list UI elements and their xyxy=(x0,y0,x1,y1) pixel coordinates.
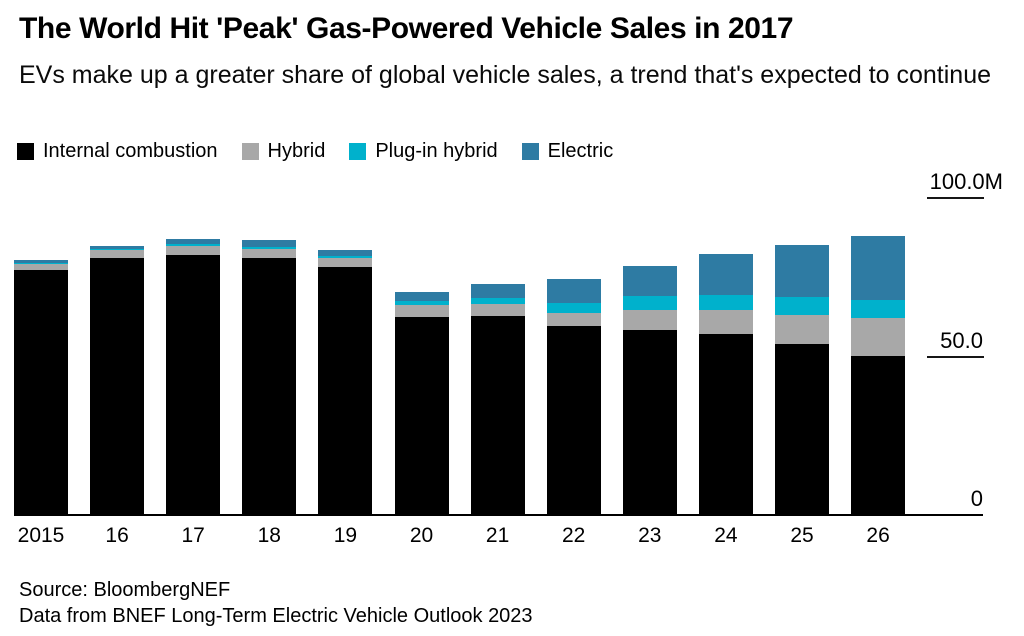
bar-segment-electric xyxy=(242,240,297,247)
bar-segment-plug-in-hybrid xyxy=(546,303,601,313)
bar-segment-electric xyxy=(546,278,601,304)
bar-segment-plug-in-hybrid xyxy=(90,248,145,251)
bar-18 xyxy=(242,240,297,516)
x-axis-label-16: 16 xyxy=(105,524,129,547)
bar-segment-hybrid xyxy=(394,304,449,317)
bar-segment-electric xyxy=(470,284,525,299)
legend-item-electric: Electric xyxy=(521,140,614,163)
legend-swatch xyxy=(349,143,367,160)
bar-26 xyxy=(851,236,906,516)
legend-item-internal-combustion: Internal combustion xyxy=(17,140,218,163)
legend-label: Internal combustion xyxy=(43,140,218,162)
bar-segment-internal-combustion xyxy=(242,257,297,516)
y-axis-tick xyxy=(927,355,984,358)
y-axis-label-100: 100.0M xyxy=(929,169,1003,194)
bar-segment-electric xyxy=(14,260,68,263)
bar-segment-plug-in-hybrid xyxy=(698,294,753,311)
source-line-2: Data from BNEF Long-Term Electric Vehicl… xyxy=(19,605,533,627)
bar-segment-plug-in-hybrid xyxy=(14,262,68,264)
bar-segment-hybrid xyxy=(546,312,601,327)
x-axis-label-23: 23 xyxy=(638,524,662,547)
bar-24 xyxy=(698,253,753,516)
source-note: Source: BloombergNEF Data from BNEF Long… xyxy=(19,577,533,629)
bar-23 xyxy=(622,265,677,516)
x-axis-label-2015: 2015 xyxy=(17,524,65,547)
x-axis-label-22: 22 xyxy=(562,524,586,547)
bar-segment-electric xyxy=(394,291,449,302)
y-axis-label-0: 0 xyxy=(970,486,983,511)
bar-22 xyxy=(546,278,601,516)
bar-segment-electric xyxy=(90,245,145,249)
bar-segment-electric xyxy=(851,236,906,300)
bar-segment-plug-in-hybrid xyxy=(622,296,677,310)
bar-segment-electric xyxy=(698,253,753,295)
bar-segment-hybrid xyxy=(242,248,297,258)
chart-subtitle: EVs make up a greater share of global ve… xyxy=(19,61,992,89)
legend-swatch xyxy=(17,143,34,160)
source-line-1: Source: BloombergNEF xyxy=(19,579,231,601)
bar-segment-plug-in-hybrid xyxy=(242,246,297,249)
bar-segment-plug-in-hybrid xyxy=(166,243,221,246)
bar-21 xyxy=(470,284,525,516)
x-axis-label-17: 17 xyxy=(181,524,205,547)
bar-segment-internal-combustion xyxy=(698,334,753,516)
bar-segment-plug-in-hybrid xyxy=(394,301,449,305)
y-axis-label-50: 50.0 xyxy=(940,327,983,353)
chart-title: The World Hit 'Peak' Gas-Powered Vehicle… xyxy=(19,12,794,45)
bar-segment-internal-combustion xyxy=(775,344,829,516)
y-axis-tick xyxy=(927,197,984,199)
bar-segment-plug-in-hybrid xyxy=(851,299,906,318)
bar-16 xyxy=(90,245,145,516)
bar-segment-internal-combustion xyxy=(622,329,677,516)
bar-segment-internal-combustion xyxy=(166,255,221,516)
x-axis-label-24: 24 xyxy=(714,524,738,547)
x-axis-label-25: 25 xyxy=(790,524,814,547)
bar-segment-internal-combustion xyxy=(90,257,145,516)
bar-segment-internal-combustion xyxy=(14,270,68,516)
bar-segment-hybrid xyxy=(166,245,221,256)
bar-segment-electric xyxy=(622,265,677,296)
legend-label: Plug-in hybrid xyxy=(375,140,498,162)
bar-segment-hybrid xyxy=(470,304,525,317)
bar-segment-hybrid xyxy=(622,309,677,330)
bar-segment-plug-in-hybrid xyxy=(470,298,525,305)
bar-segment-electric xyxy=(166,238,221,244)
bar-2015 xyxy=(14,260,68,516)
legend-label: Electric xyxy=(547,140,614,162)
legend-item-hybrid: Hybrid xyxy=(241,140,326,163)
bar-segment-hybrid xyxy=(698,310,753,335)
x-axis-label-21: 21 xyxy=(485,524,510,547)
bar-segment-internal-combustion xyxy=(546,326,601,516)
bar-segment-plug-in-hybrid xyxy=(775,297,829,315)
bar-segment-electric xyxy=(318,250,373,257)
bar-segment-internal-combustion xyxy=(318,266,373,516)
legend: Internal combustion Hybrid Plug-in hybrid E… xyxy=(17,140,613,163)
x-axis-label-20: 20 xyxy=(409,524,434,547)
bar-segment-hybrid xyxy=(90,250,145,258)
bar-segment-electric xyxy=(775,244,829,298)
bar-segment-internal-combustion xyxy=(470,316,525,516)
legend-item-plug-in-hybrid: Plug-in hybrid xyxy=(349,140,498,163)
bar-segment-hybrid xyxy=(14,263,68,271)
x-axis-label-19: 19 xyxy=(333,524,358,547)
bar-17 xyxy=(166,238,221,516)
bar-segment-hybrid xyxy=(851,317,906,357)
legend-swatch xyxy=(241,143,259,160)
x-axis-label-18: 18 xyxy=(257,524,281,547)
bar-segment-hybrid xyxy=(775,314,829,345)
bar-segment-internal-combustion xyxy=(851,356,906,516)
x-axis-label-26: 26 xyxy=(866,524,890,547)
bar-segment-internal-combustion xyxy=(394,316,449,516)
bar-19 xyxy=(318,250,373,516)
bar-segment-hybrid xyxy=(318,257,373,267)
bar-20 xyxy=(394,291,449,516)
legend-label: Hybrid xyxy=(267,140,326,162)
bar-25 xyxy=(775,244,829,516)
bar-segment-plug-in-hybrid xyxy=(318,256,373,258)
legend-swatch xyxy=(521,143,539,160)
